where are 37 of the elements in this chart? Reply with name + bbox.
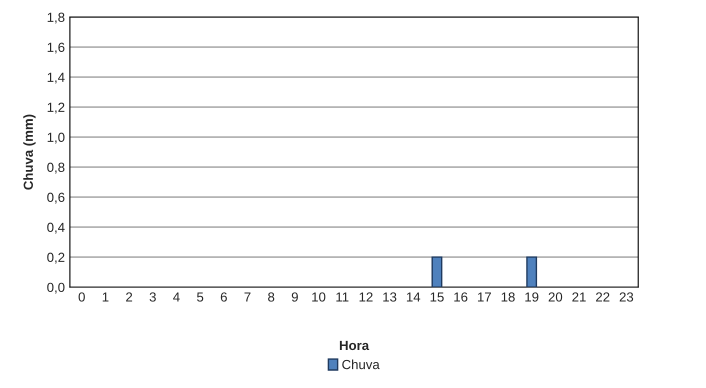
- x-tick-label: 12: [360, 292, 373, 302]
- x-tick-label: 7: [244, 292, 251, 302]
- x-tick-label: 19: [525, 292, 538, 302]
- y-tick-label: 0,2: [47, 252, 64, 264]
- x-tick-label: 16: [454, 292, 468, 302]
- legend-label: Chuva: [342, 360, 380, 370]
- x-tick-label: 21: [572, 292, 586, 302]
- x-tick-label: 11: [336, 292, 348, 302]
- x-tick-label: 18: [502, 292, 515, 302]
- x-tick-label: 9: [292, 292, 298, 302]
- y-tick-label: 0,6: [47, 192, 64, 204]
- x-tick-label: 10: [312, 292, 326, 302]
- x-tick-label: 4: [173, 292, 180, 302]
- x-tick-label: 3: [150, 292, 156, 302]
- x-tick-label: 0: [78, 292, 85, 302]
- x-tick-label: 2: [126, 292, 132, 302]
- x-tick-label: 23: [620, 292, 634, 302]
- x-axis-title: Hora: [340, 340, 370, 350]
- y-tick-label: 0,8: [47, 162, 64, 174]
- x-tick-label: 13: [383, 292, 396, 302]
- x-tick-label: 5: [196, 292, 204, 302]
- x-tick-label: 20: [548, 292, 562, 302]
- x-tick-label: 8: [268, 292, 274, 302]
- y-tick-label: 1,8: [48, 12, 64, 24]
- y-tick-label: 1,0: [48, 132, 65, 144]
- y-axis-title: Chuva (mm): [23, 114, 36, 190]
- y-tick-label: 0,4: [47, 222, 65, 234]
- x-tick-label: 14: [406, 292, 420, 302]
- y-tick-label: 0,0: [47, 282, 65, 294]
- y-tick-label: 1,4: [48, 72, 65, 84]
- x-tick-label: 15: [430, 292, 444, 302]
- x-tick-label: 22: [596, 292, 610, 302]
- y-tick-label: 1,6: [48, 42, 64, 54]
- y-tick-label: 1,2: [48, 102, 64, 114]
- x-tick-label: 1: [102, 292, 108, 302]
- x-tick-label: 17: [478, 292, 491, 302]
- x-tick-label: 6: [220, 292, 227, 302]
